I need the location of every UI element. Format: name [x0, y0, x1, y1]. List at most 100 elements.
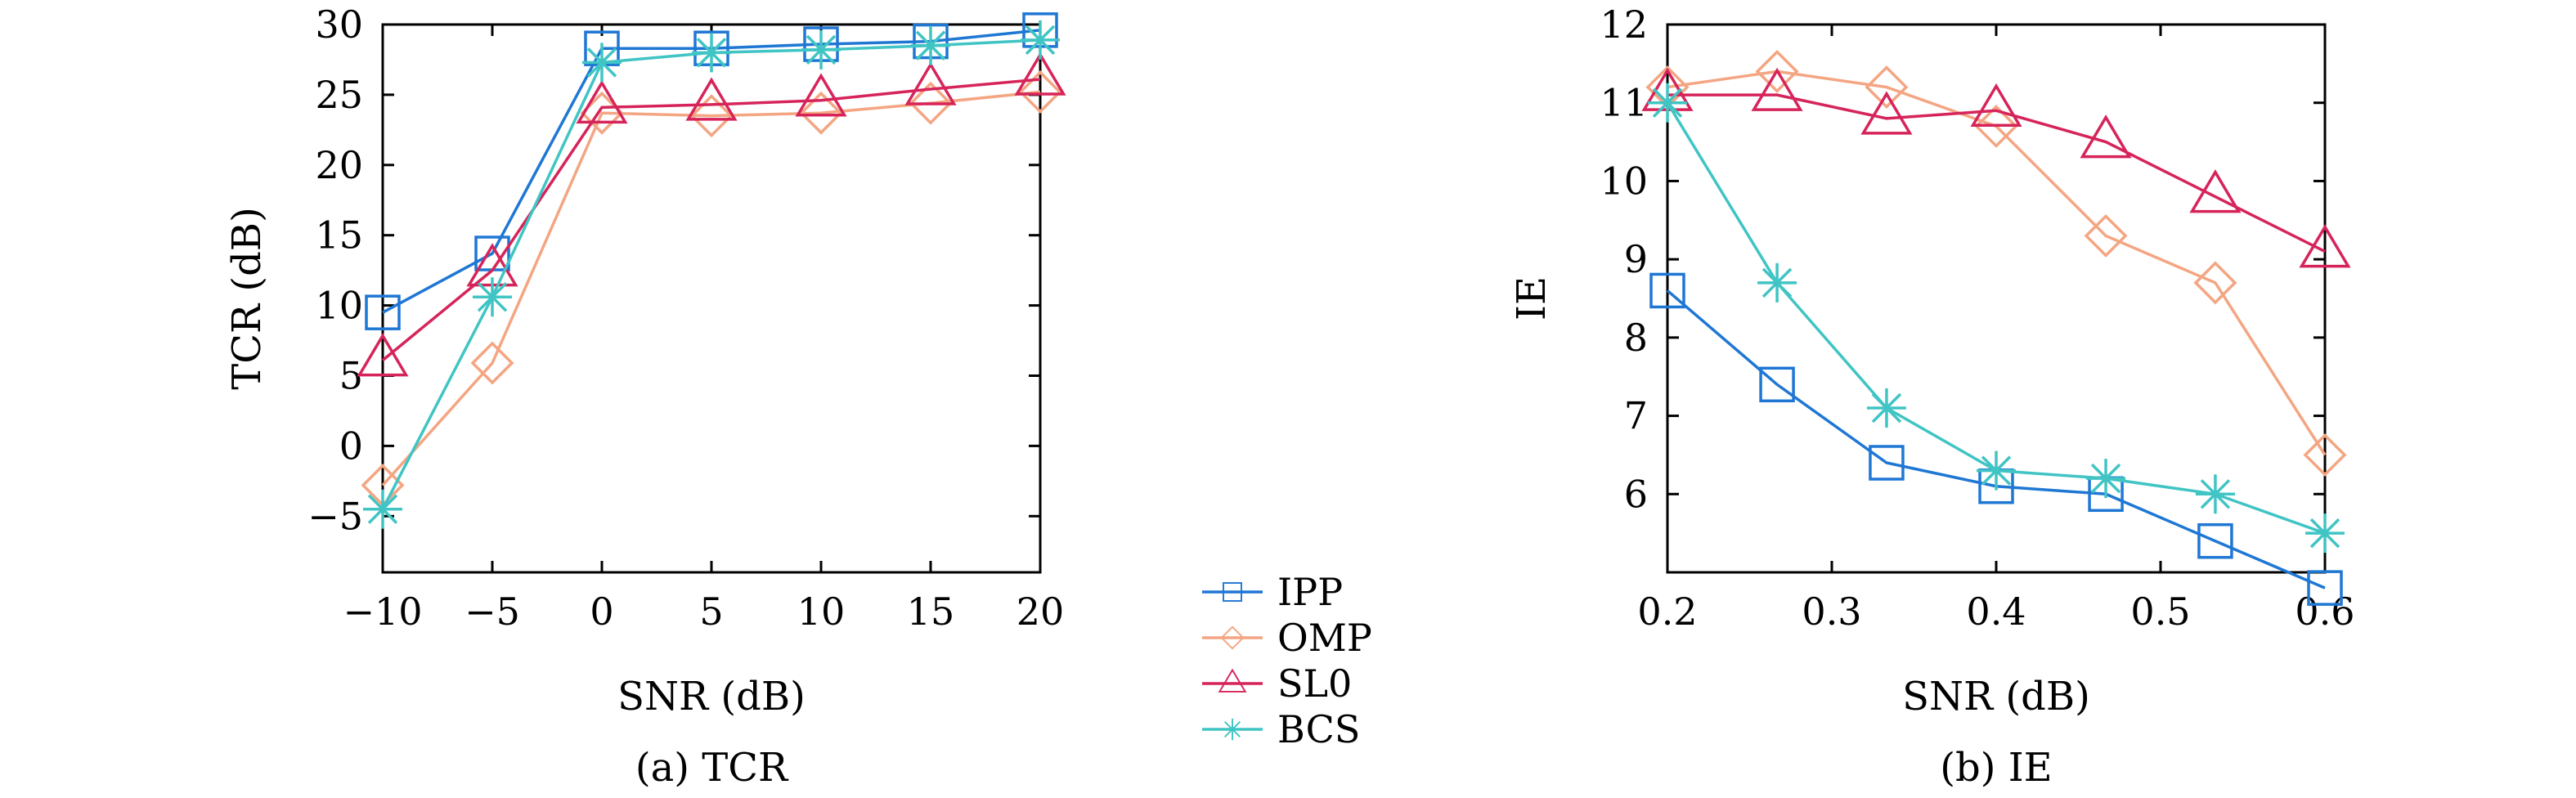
- legend-marker-wrap: [1220, 625, 1245, 650]
- legend-label: IPP: [1277, 570, 1343, 614]
- x-axis-label: SNR (dB): [617, 674, 806, 720]
- data-point-bcs: [1648, 83, 1687, 123]
- legend-marker: [1218, 668, 1247, 693]
- data-point-sl0: [795, 73, 847, 117]
- y-tick-label: −5: [307, 494, 363, 538]
- legend-label: OMP: [1277, 616, 1372, 660]
- data-point-bcs: [582, 43, 622, 83]
- y-tick-label: 11: [1600, 81, 1648, 125]
- x-tick-label: −10: [343, 590, 422, 634]
- data-point-bcs: [473, 277, 512, 317]
- y-tick-label: 12: [1600, 2, 1648, 47]
- star-marker-stroke: [696, 38, 727, 68]
- legend-marker: [1221, 718, 1244, 741]
- data-point-bcs: [1021, 20, 1060, 60]
- star-marker-stroke: [1871, 392, 1902, 424]
- x-tick-label: 20: [1016, 590, 1065, 634]
- data-point-ipp: [2307, 570, 2343, 606]
- data-point-omp: [1865, 65, 1909, 110]
- y-tick-label: 25: [315, 73, 363, 117]
- data-point-bcs: [1757, 262, 1797, 303]
- y-tick-label: 10: [1600, 159, 1648, 203]
- star-marker-stroke: [477, 282, 508, 312]
- chart-ie: 0.2 0.3 0.4 0.5 0.6 6 7 8 9 10 11 12 SNR (dB) IE (b) I…: [1509, 2, 2355, 791]
- x-tick-label: 0.3: [1802, 590, 1861, 634]
- legend-label: SL0: [1277, 661, 1352, 706]
- data-point-omp: [909, 81, 953, 125]
- legend-marker: [1220, 625, 1245, 650]
- data-point-omp: [1755, 49, 1799, 93]
- panel-caption: (b) IE: [1940, 745, 2052, 791]
- data-point-omp: [689, 94, 734, 138]
- legend-marker-wrap: [1223, 582, 1242, 602]
- y-tick-label: 30: [315, 2, 363, 47]
- star-marker-stroke: [1652, 87, 1683, 118]
- data-point-omp: [2193, 261, 2237, 305]
- y-axis-label: IE: [1509, 276, 1555, 321]
- star-marker-stroke: [2090, 463, 2121, 494]
- x-tick-label: 0.6: [2295, 590, 2354, 634]
- data-point-omp: [1018, 69, 1062, 114]
- data-point-bcs: [692, 33, 731, 73]
- legend-marker-wrap: [1218, 668, 1247, 693]
- data-point-sl0: [2080, 114, 2132, 159]
- star-marker-stroke: [915, 30, 946, 61]
- star-marker-stroke: [2200, 479, 2231, 509]
- data-point-omp: [2303, 433, 2347, 477]
- data-point-omp: [1974, 104, 2018, 148]
- star-marker-stroke: [2309, 518, 2340, 549]
- data-point-bcs: [2086, 459, 2126, 499]
- data-point-bcs: [363, 489, 402, 529]
- legend-entry: OMP: [1202, 616, 1372, 660]
- star-marker-stroke: [1981, 455, 2012, 486]
- data-point-sl0: [1860, 91, 1913, 135]
- x-axis-label: SNR (dB): [1902, 674, 2090, 720]
- data-point-sl0: [1014, 52, 1066, 96]
- data-point-sl0: [904, 61, 957, 105]
- data-point-omp: [799, 91, 843, 135]
- star-marker-stroke: [1223, 720, 1241, 738]
- data-point-sl0: [1970, 83, 2022, 128]
- legend-label: BCS: [1277, 707, 1360, 751]
- series-line-omp: [381, 90, 1041, 486]
- legend-marker-wrap: [1221, 718, 1244, 741]
- y-tick-label: 0: [339, 424, 363, 468]
- legend-marker: [1223, 582, 1242, 602]
- x-tick-label: 5: [699, 590, 723, 634]
- y-tick-label: 20: [315, 143, 363, 187]
- data-point-bcs: [911, 25, 950, 65]
- x-tick-label: 0.5: [2130, 590, 2190, 634]
- x-tick-label: 0.4: [1966, 590, 2026, 634]
- star-marker-stroke: [1025, 25, 1056, 56]
- star-marker-stroke: [806, 34, 837, 65]
- x-tick-label: 0: [590, 590, 613, 634]
- data-point-bcs: [2305, 513, 2345, 554]
- data-point-omp: [2084, 213, 2128, 258]
- data-point-sl0: [685, 77, 738, 121]
- data-point-bcs: [1866, 388, 1906, 428]
- series-line-ipp: [1666, 289, 2326, 590]
- data-point-omp: [470, 341, 514, 385]
- data-point-sl0: [357, 333, 409, 377]
- data-point-sl0: [1751, 67, 1803, 111]
- x-tick-label: 0.2: [1637, 590, 1697, 634]
- data-point-ipp: [1759, 366, 1795, 403]
- y-tick-label: 6: [1624, 472, 1648, 516]
- data-point-ipp: [1869, 445, 1905, 481]
- y-tick-label: 15: [315, 213, 363, 258]
- star-marker-stroke: [367, 494, 398, 524]
- data-point-bcs: [2195, 474, 2235, 514]
- data-point-bcs: [801, 29, 841, 69]
- star-marker-stroke: [1761, 267, 1793, 298]
- legend-entry: BCS: [1202, 707, 1360, 751]
- data-point-bcs: [1977, 451, 2016, 491]
- y-tick-label: 8: [1624, 316, 1648, 360]
- y-tick-label: 10: [315, 284, 363, 328]
- data-point-sl0: [576, 79, 628, 124]
- data-point-ipp: [2197, 522, 2233, 559]
- legend-entry: IPP: [1202, 570, 1343, 614]
- data-point-ipp: [365, 294, 401, 330]
- panel-caption: (a) TCR: [635, 745, 789, 791]
